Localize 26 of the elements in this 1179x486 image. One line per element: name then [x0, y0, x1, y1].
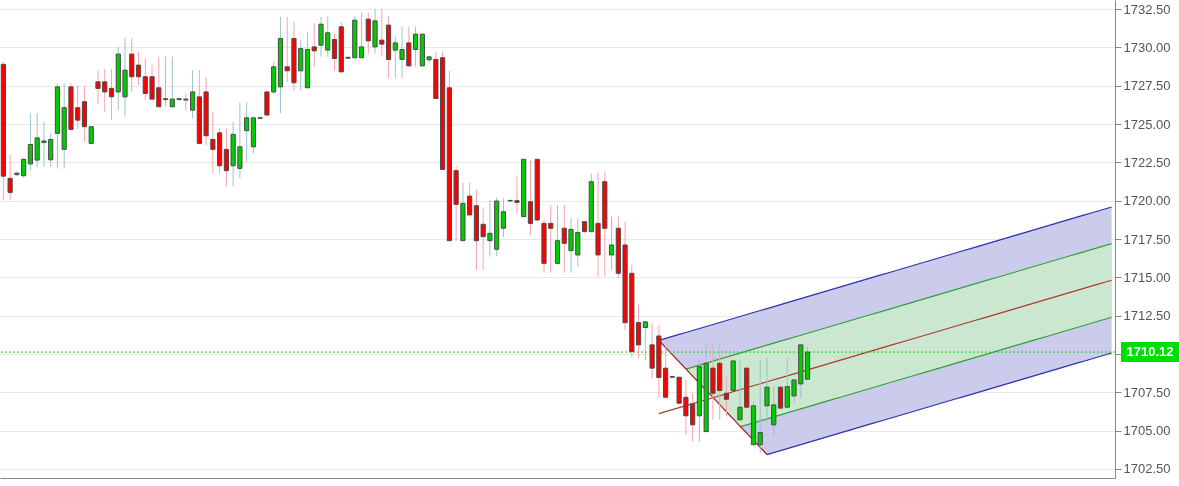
y-tick-label: 1730.00 [1123, 39, 1171, 55]
ref-line-label: 1710.12 [1126, 344, 1174, 360]
line-series [685, 243, 1113, 370]
candlestick [244, 101, 250, 163]
y-tick-label: 1715.00 [1123, 269, 1171, 285]
line-series [766, 352, 1113, 456]
y-tick-label: 1720.00 [1123, 193, 1171, 209]
candlestick [7, 154, 13, 201]
candlestick [554, 204, 561, 264]
candlestick [500, 197, 507, 238]
y-tick-label: 1702.50 [1123, 461, 1171, 477]
candlestick [642, 321, 648, 361]
candlestick [777, 386, 784, 409]
line-series [739, 316, 1113, 428]
y-tick-label: 1707.50 [1123, 384, 1171, 400]
candlestick [108, 68, 115, 121]
candlestick [331, 33, 338, 72]
y-tick-label: 1712.50 [1123, 308, 1171, 324]
y-tick-label: 1732.50 [1123, 1, 1171, 17]
candlestick [608, 216, 615, 271]
y-tick-label: 1705.00 [1123, 423, 1171, 439]
y-tick-label: 1717.50 [1123, 231, 1171, 247]
candlestick [723, 376, 730, 418]
y-tick-label: 1727.50 [1123, 78, 1171, 94]
y-tick-label: 1722.50 [1123, 154, 1171, 170]
y-tick-label: 1725.00 [1123, 116, 1171, 132]
